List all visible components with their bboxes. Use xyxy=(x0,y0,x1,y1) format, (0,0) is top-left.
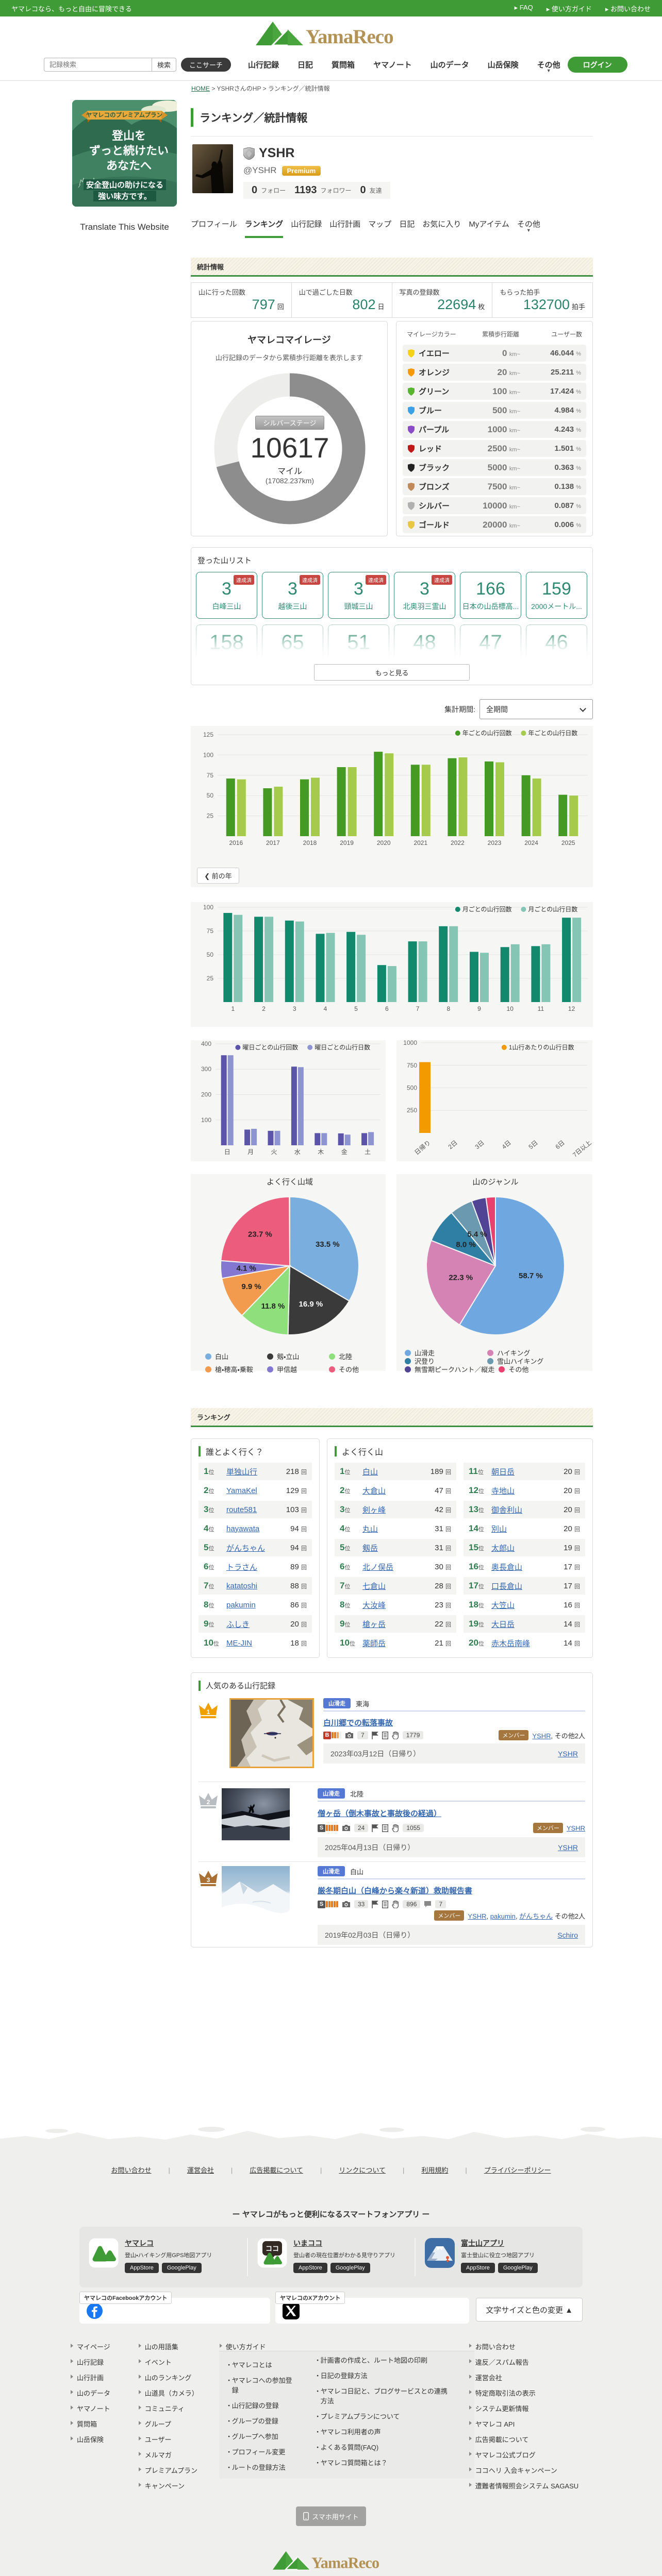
svg-text:2025: 2025 xyxy=(561,839,575,846)
svg-text:2021: 2021 xyxy=(413,839,427,846)
svg-text:1000: 1000 xyxy=(403,1040,417,1046)
svg-text:11.8 %: 11.8 % xyxy=(261,1302,285,1311)
svg-text:2019: 2019 xyxy=(340,839,354,846)
svg-text:年ごとの山行日数: 年ごとの山行日数 xyxy=(528,729,577,737)
svg-text:25: 25 xyxy=(207,975,214,982)
svg-text:2022: 2022 xyxy=(451,839,465,846)
svg-text:1: 1 xyxy=(207,1708,210,1716)
svg-text:4.1 %: 4.1 % xyxy=(237,1264,256,1273)
svg-text:強い味方です。: 強い味方です。 xyxy=(98,192,152,201)
svg-text:11: 11 xyxy=(538,1005,544,1012)
svg-text:2: 2 xyxy=(262,1005,266,1012)
svg-text:7: 7 xyxy=(416,1005,420,1012)
svg-text:75: 75 xyxy=(207,772,214,779)
svg-text:2020: 2020 xyxy=(377,839,391,846)
svg-text:100: 100 xyxy=(203,751,213,758)
svg-text:16.9 %: 16.9 % xyxy=(299,1300,323,1309)
svg-text:YamaReco: YamaReco xyxy=(311,2554,379,2571)
svg-text:年ごとの山行回数: 年ごとの山行回数 xyxy=(462,729,512,737)
svg-text:8: 8 xyxy=(446,1005,450,1012)
svg-text:3: 3 xyxy=(207,1876,210,1884)
svg-text:木: 木 xyxy=(318,1148,324,1156)
svg-text:58.7 %: 58.7 % xyxy=(519,1272,543,1280)
svg-text:水: 水 xyxy=(294,1148,301,1156)
svg-text:YamaReco: YamaReco xyxy=(306,26,393,47)
svg-text:250: 250 xyxy=(407,1107,417,1114)
svg-text:400: 400 xyxy=(201,1040,211,1047)
svg-text:土: 土 xyxy=(365,1148,371,1156)
svg-text:100: 100 xyxy=(201,1116,211,1124)
svg-text:50: 50 xyxy=(207,951,214,958)
svg-text:曜日ごとの山行日数: 曜日ごとの山行日数 xyxy=(315,1043,370,1051)
svg-text:5.4 %: 5.4 % xyxy=(467,1230,487,1239)
svg-text:25: 25 xyxy=(207,812,214,820)
svg-text:9: 9 xyxy=(477,1005,481,1012)
svg-text:2017: 2017 xyxy=(266,839,280,846)
svg-text:22.3 %: 22.3 % xyxy=(449,1274,473,1282)
svg-text:12: 12 xyxy=(568,1005,575,1012)
svg-text:6: 6 xyxy=(385,1005,389,1012)
svg-text:10: 10 xyxy=(507,1005,514,1012)
svg-text:75: 75 xyxy=(207,927,214,935)
svg-text:月ごとの山行回数: 月ごとの山行回数 xyxy=(462,905,512,913)
svg-text:金: 金 xyxy=(341,1148,347,1156)
svg-text:200: 200 xyxy=(201,1091,211,1098)
svg-text:曜日ごとの山行回数: 曜日ごとの山行回数 xyxy=(242,1043,298,1051)
svg-text:火: 火 xyxy=(271,1148,277,1156)
svg-text:33.5 %: 33.5 % xyxy=(316,1240,340,1249)
svg-text:9.9 %: 9.9 % xyxy=(241,1282,261,1291)
svg-text:4: 4 xyxy=(324,1005,327,1012)
svg-text:月: 月 xyxy=(247,1148,254,1156)
svg-text:月ごとの山行日数: 月ごとの山行日数 xyxy=(528,905,577,913)
svg-text:23.7 %: 23.7 % xyxy=(248,1230,272,1239)
svg-text:50: 50 xyxy=(207,792,214,799)
svg-text:100: 100 xyxy=(203,904,213,911)
svg-text:あなたへ: あなたへ xyxy=(106,159,152,172)
svg-text:2024: 2024 xyxy=(524,839,538,846)
svg-text:よく行く山域: よく行く山域 xyxy=(267,1178,313,1187)
svg-text:2018: 2018 xyxy=(303,839,317,846)
svg-text:125: 125 xyxy=(203,731,213,738)
svg-text:ヤマレコのプレミアムプラン: ヤマレコのプレミアムプラン xyxy=(86,111,162,118)
svg-text:ずっと続けたい: ずっと続けたい xyxy=(89,144,169,157)
svg-text:750: 750 xyxy=(407,1062,417,1069)
svg-text:1: 1 xyxy=(231,1005,235,1012)
svg-text:8.0 %: 8.0 % xyxy=(456,1240,475,1249)
svg-text:登山を: 登山を xyxy=(111,129,146,142)
svg-text:山のジャンル: 山のジャンル xyxy=(472,1178,518,1187)
svg-text:300: 300 xyxy=(201,1065,211,1073)
svg-text:3: 3 xyxy=(293,1005,296,1012)
svg-text:2: 2 xyxy=(207,1799,210,1806)
svg-text:2023: 2023 xyxy=(488,839,502,846)
svg-text:日: 日 xyxy=(224,1148,230,1156)
svg-text:5: 5 xyxy=(354,1005,358,1012)
svg-text:1山行あたりの山行日数: 1山行あたりの山行日数 xyxy=(509,1043,574,1051)
svg-text:2016: 2016 xyxy=(229,839,243,846)
svg-text:ココ: ココ xyxy=(266,2245,279,2252)
svg-text:500: 500 xyxy=(407,1084,417,1092)
svg-text:安全登山の助けになる: 安全登山の助けになる xyxy=(86,180,163,190)
